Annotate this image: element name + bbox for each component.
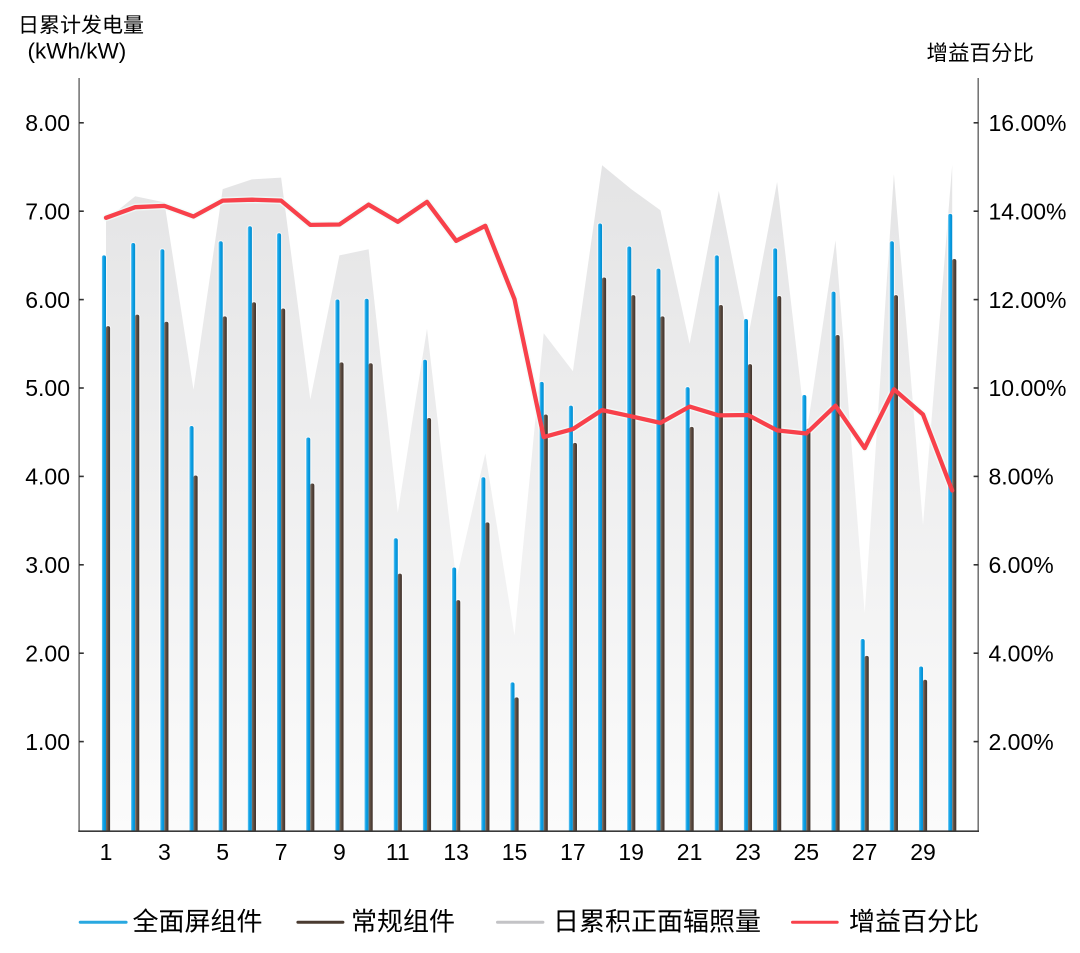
svg-text:7.00: 7.00 [25,198,70,224]
svg-text:16.00%: 16.00% [989,110,1067,136]
svg-text:1: 1 [100,839,113,865]
svg-text:6.00: 6.00 [25,287,70,313]
svg-text:14.00%: 14.00% [989,198,1067,224]
svg-text:10.00%: 10.00% [989,375,1067,401]
svg-text:19: 19 [618,839,644,865]
svg-text:2.00%: 2.00% [989,729,1054,755]
svg-text:25: 25 [794,839,820,865]
svg-text:21: 21 [677,839,703,865]
svg-text:13: 13 [443,839,469,865]
svg-text:4.00: 4.00 [25,464,70,490]
svg-text:6.00%: 6.00% [989,552,1054,578]
svg-text:5: 5 [216,839,229,865]
svg-text:23: 23 [735,839,761,865]
svg-text:29: 29 [910,839,936,865]
svg-text:7: 7 [275,839,288,865]
svg-text:5.00: 5.00 [25,375,70,401]
svg-text:(kWh/kW): (kWh/kW) [28,39,127,64]
svg-text:11: 11 [386,839,410,865]
svg-text:3.00: 3.00 [25,552,70,578]
svg-text:15: 15 [502,839,528,865]
svg-text:9: 9 [333,839,346,865]
svg-text:17: 17 [560,839,586,865]
svg-text:12.00%: 12.00% [989,287,1067,313]
svg-text:27: 27 [852,839,878,865]
svg-text:2.00: 2.00 [25,640,70,666]
svg-text:3: 3 [158,839,171,865]
svg-text:4.00%: 4.00% [989,640,1054,666]
svg-text:8.00%: 8.00% [989,464,1054,490]
svg-text:8.00: 8.00 [25,110,70,136]
svg-text:1.00: 1.00 [25,729,70,755]
